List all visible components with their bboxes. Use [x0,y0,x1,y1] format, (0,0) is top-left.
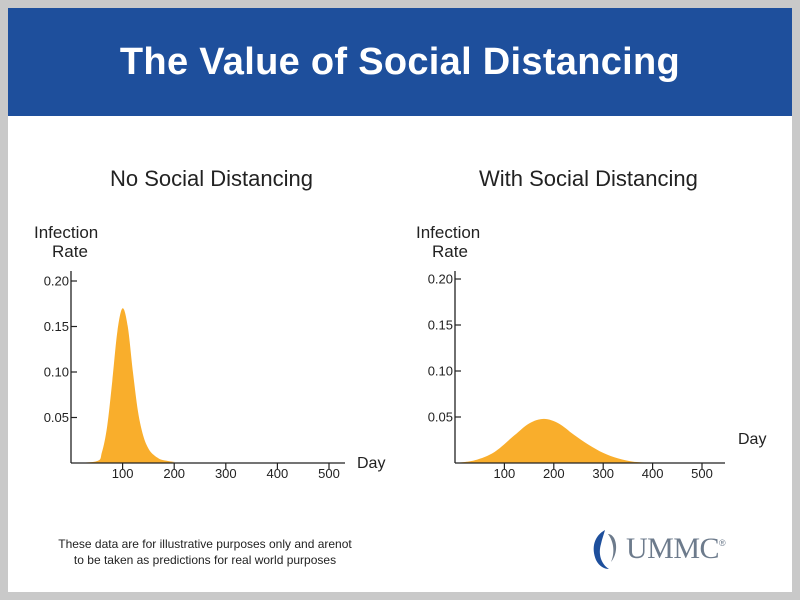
ummc-logo: UMMC ® [588,526,748,572]
left-x-tick-label: 300 [215,466,237,481]
page-title: The Value of Social Distancing [119,40,681,83]
right-x-tick-label: 500 [691,466,713,481]
xlabel-right: Day [738,431,767,448]
disclaimer-line1: These data are for illustrative purposes… [58,537,352,551]
ylabel-left-line2: Rate [52,242,88,261]
right-x-tick-label: 300 [592,466,614,481]
ylabel-left-line1: Infection [34,223,99,242]
disclaimer-note: These data are for illustrative purposes… [40,536,370,568]
chart-title-right: With Social Distancing [479,166,698,191]
right-y-tick-label: 0.10 [428,364,453,379]
ylabel-right-line1: Infection [416,223,481,242]
right-x-tick-label: 200 [543,466,565,481]
left-x-tick-label: 100 [112,466,134,481]
ylabel-right: Infection Rate [416,223,480,261]
ylabel-left: Infection Rate [34,223,98,261]
left-y-tick-label: 0.15 [44,319,69,334]
disclaimer-line2: to be taken as predictions for real worl… [73,553,337,567]
right-area-series [455,418,663,463]
right-y-tick-label: 0.20 [428,272,453,287]
left-x-tick-label: 500 [318,466,340,481]
logo-registered-mark: ® [719,538,726,548]
left-area-series [71,308,329,463]
left-y-tick-label: 0.10 [44,365,69,380]
right-y-tick-label: 0.15 [428,318,453,333]
left-y-tick-label: 0.20 [44,274,69,289]
left-y-tick-label: 0.05 [44,410,69,425]
right-x-tick-label: 100 [494,466,516,481]
right-x-tick-label: 400 [642,466,664,481]
chart-title-left: No Social Distancing [110,166,313,191]
ummc-swoosh-icon [593,530,617,569]
right-y-tick-label: 0.05 [428,410,453,425]
left-x-tick-label: 200 [163,466,185,481]
left-x-tick-label: 400 [267,466,289,481]
xlabel-left: Day [357,455,386,472]
logo-text: UMMC [626,532,720,565]
header-banner: The Value of Social Distancing [8,8,792,116]
ylabel-right-line2: Rate [432,242,468,261]
